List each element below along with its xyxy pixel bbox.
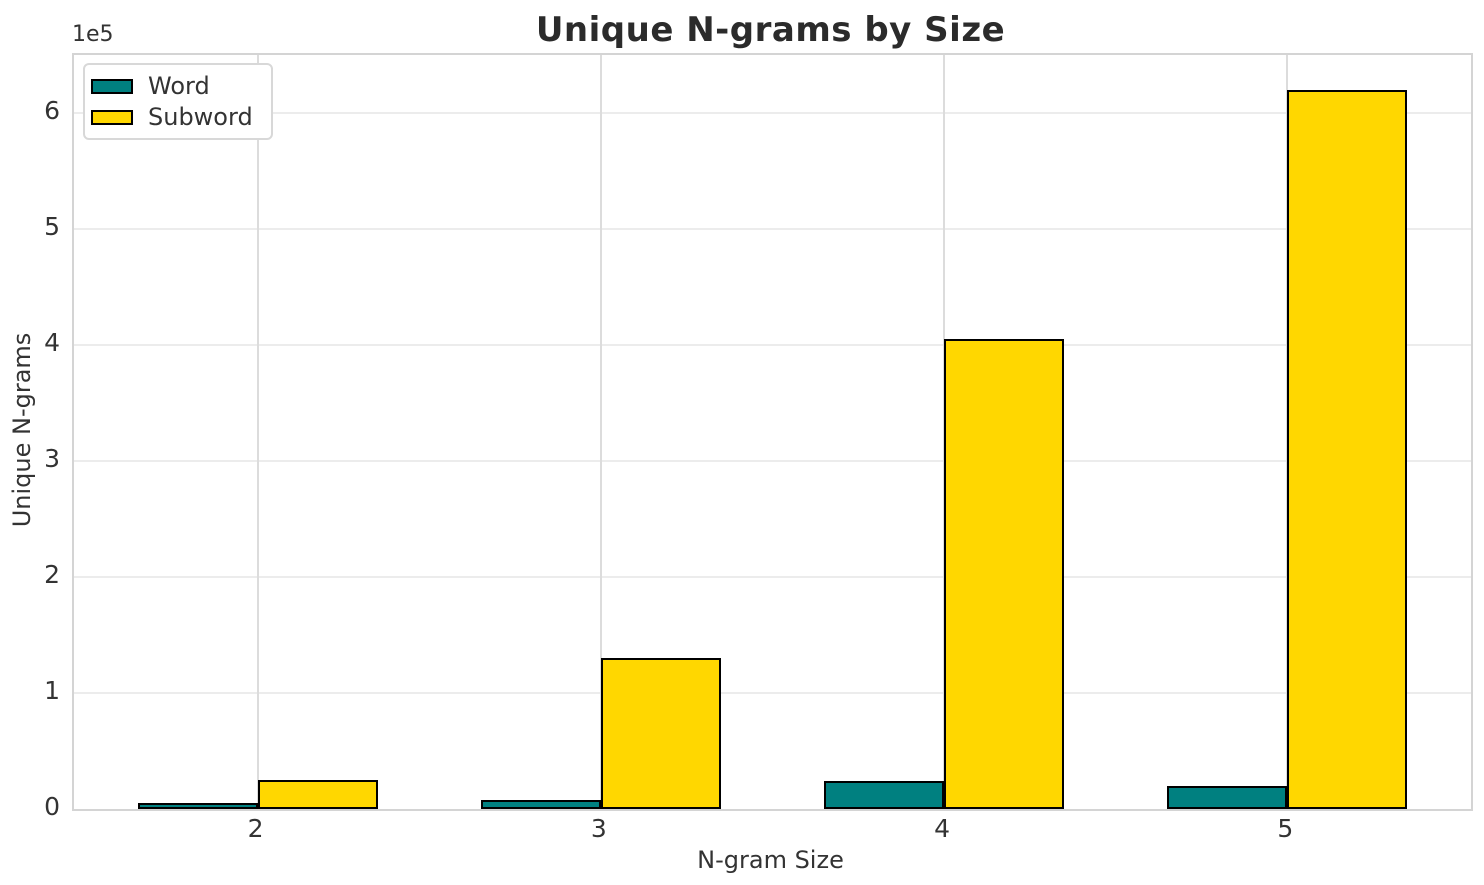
y-tick-label-0: 0 bbox=[44, 792, 60, 821]
y-tick-label-1: 1 bbox=[44, 676, 60, 705]
bar-word-4 bbox=[823, 781, 945, 809]
bar-subword-3 bbox=[600, 658, 721, 809]
legend-item-word: Word bbox=[91, 72, 253, 100]
gridline-y-5 bbox=[74, 228, 1471, 230]
bar-word-3 bbox=[480, 799, 601, 809]
bar-subword-5 bbox=[1287, 89, 1408, 809]
y-axis-label: Unique N-grams bbox=[8, 332, 36, 528]
x-tick-label-5: 5 bbox=[1277, 814, 1294, 843]
legend-swatch-subword bbox=[91, 109, 133, 125]
bar-subword-2 bbox=[257, 780, 378, 809]
gridline-y-2 bbox=[74, 576, 1471, 578]
gridline-x-2 bbox=[256, 55, 259, 809]
bar-word-2 bbox=[137, 803, 258, 809]
x-tick-label-4: 4 bbox=[934, 814, 951, 843]
chart-title: Unique N-grams by Size bbox=[535, 10, 1006, 50]
y-axis-offset-text: 1e5 bbox=[72, 22, 114, 47]
x-tick-label-2: 2 bbox=[247, 814, 264, 843]
legend: Word Subword bbox=[83, 63, 273, 140]
plot-area bbox=[72, 53, 1473, 811]
legend-label-word: Word bbox=[148, 72, 210, 100]
legend-swatch-word bbox=[91, 78, 133, 94]
y-tick-label-4: 4 bbox=[44, 328, 60, 357]
bar-word-5 bbox=[1167, 785, 1288, 809]
gridline-x-3 bbox=[599, 55, 602, 809]
gridline-y-4 bbox=[74, 344, 1471, 346]
bar-subword-4 bbox=[944, 339, 1065, 809]
legend-item-subword: Subword bbox=[91, 103, 253, 131]
y-tick-label-5: 5 bbox=[44, 212, 60, 241]
x-axis-label: N-gram Size bbox=[697, 846, 844, 874]
x-tick-label-3: 3 bbox=[590, 814, 607, 843]
gridline-y-6 bbox=[74, 112, 1471, 114]
y-tick-label-2: 2 bbox=[44, 560, 60, 589]
y-tick-label-3: 3 bbox=[44, 444, 60, 473]
gridline-y-3 bbox=[74, 460, 1471, 462]
y-tick-label-6: 6 bbox=[44, 96, 60, 125]
legend-label-subword: Subword bbox=[148, 103, 253, 131]
gridline-y-1 bbox=[74, 692, 1471, 694]
